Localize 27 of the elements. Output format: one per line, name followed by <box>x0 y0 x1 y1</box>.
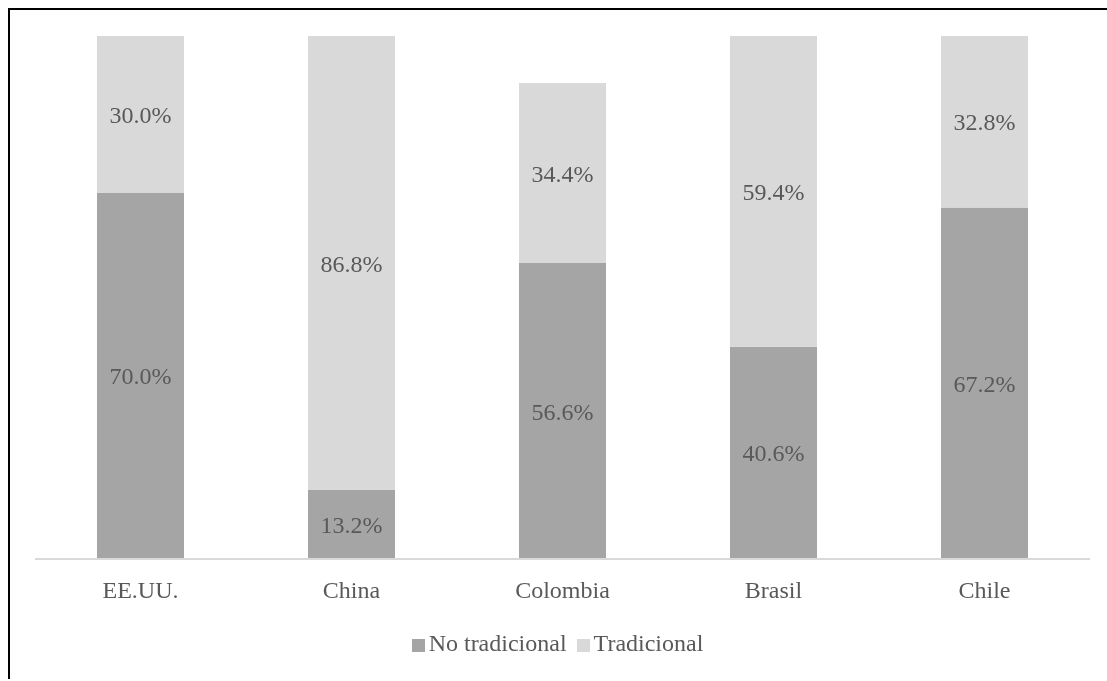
data-label: 86.8% <box>320 250 383 277</box>
data-label: 70.0% <box>109 363 172 390</box>
bar <box>308 36 395 490</box>
bar <box>308 489 395 559</box>
x-tick-label: China <box>322 577 381 604</box>
data-label: 67.2% <box>953 370 1016 397</box>
bar <box>97 36 184 193</box>
x-tick-label: Chile <box>958 577 1011 604</box>
data-label: 34.4% <box>531 160 594 187</box>
data-label: 32.8% <box>953 109 1016 136</box>
legend-label: No tradicional <box>428 630 567 656</box>
data-label: 56.6% <box>531 398 594 425</box>
bar <box>941 36 1028 208</box>
data-label: 59.4% <box>742 178 805 205</box>
bar <box>519 262 606 559</box>
bar <box>519 83 606 263</box>
x-tick-label: Colombia <box>515 577 611 604</box>
x-tick-label: EE.UU. <box>102 577 179 604</box>
data-label: 13.2% <box>320 512 383 538</box>
data-label: 30.0% <box>109 101 172 128</box>
bar <box>730 36 817 347</box>
bar <box>941 207 1028 559</box>
x-tick-label: Brasil <box>744 577 803 604</box>
data-label: 40.6% <box>742 440 805 467</box>
legend-label: Tradicional <box>593 630 704 656</box>
bar <box>730 346 817 559</box>
bar <box>97 192 184 559</box>
